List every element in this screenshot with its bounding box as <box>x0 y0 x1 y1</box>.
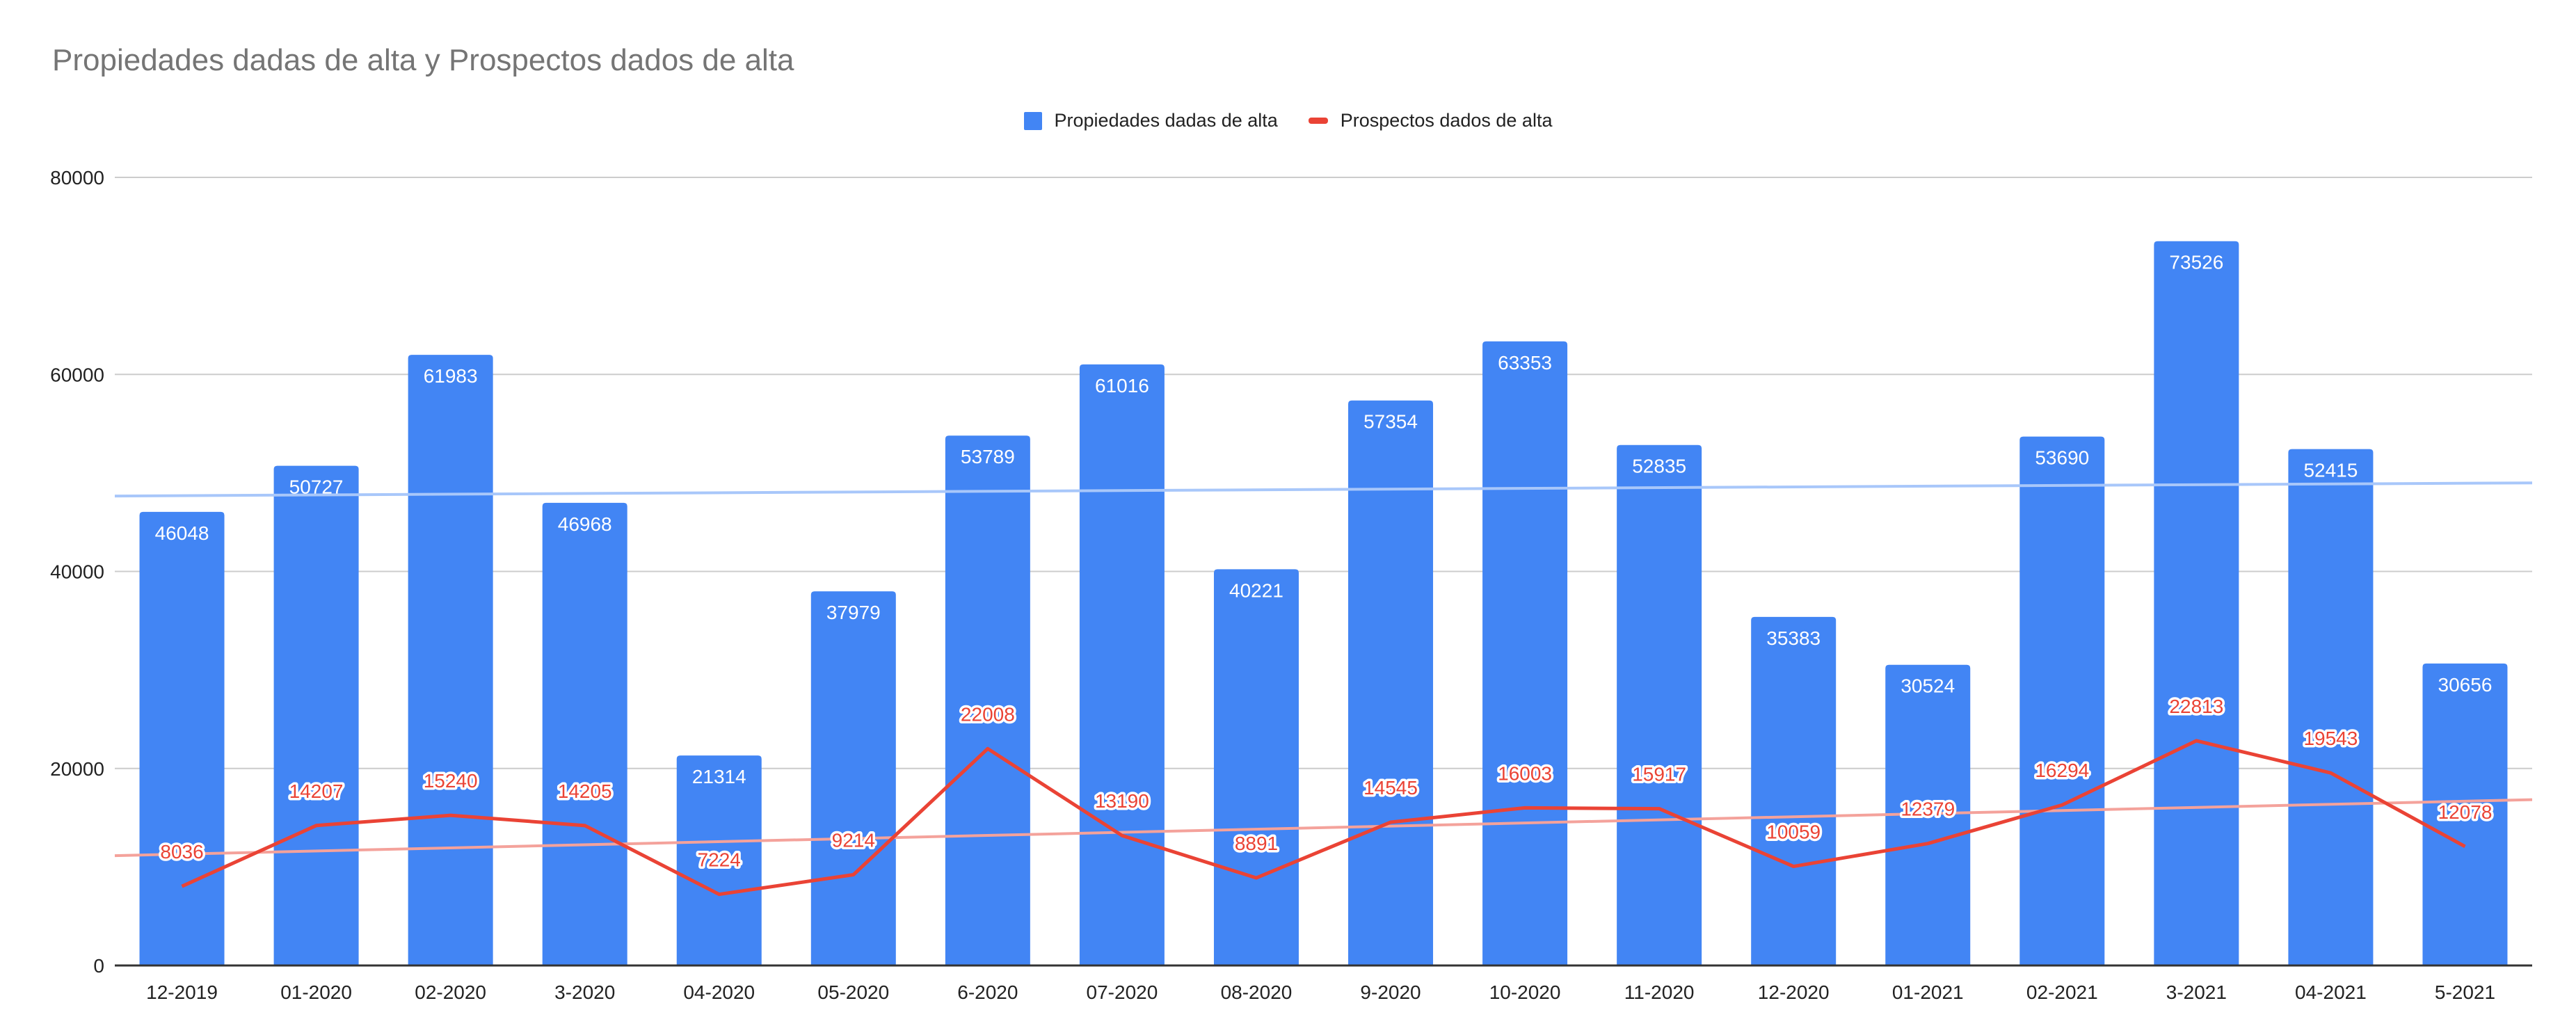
bar-data-label: 40221 <box>1229 579 1283 601</box>
line-data-label: 8891 <box>1235 833 1278 854</box>
line-data-label: 15240 <box>424 770 478 792</box>
bar-data-label: 37979 <box>826 602 881 623</box>
bar <box>1885 664 1971 965</box>
bar-data-label: 30524 <box>1901 675 1955 697</box>
legend-item-prospectos[interactable]: Prospectos dados de alta <box>1308 110 1553 131</box>
line-data-label: 8036 <box>160 841 203 863</box>
y-tick-label: 40000 <box>50 561 104 583</box>
chart-title: Propiedades dadas de alta y Prospectos d… <box>52 43 794 77</box>
bar-data-label: 46048 <box>155 522 209 544</box>
bar-data-label: 63353 <box>1498 352 1552 374</box>
x-tick-label: 12-2019 <box>146 981 218 1003</box>
bar <box>1213 569 1299 965</box>
line-data-label: 19543 <box>2303 728 2358 749</box>
x-tick-label: 02-2021 <box>2026 981 2098 1003</box>
bar <box>1348 400 1434 965</box>
x-tick-label: 5-2021 <box>2435 981 2495 1003</box>
bar <box>676 755 762 965</box>
x-tick-label: 05-2020 <box>817 981 889 1003</box>
bar-data-label: 61983 <box>424 365 478 387</box>
x-tick-label: 3-2020 <box>554 981 615 1003</box>
bar <box>2422 663 2508 965</box>
line-data-label: 16294 <box>2035 760 2089 781</box>
bar <box>2154 241 2239 966</box>
bar-data-label: 73526 <box>2169 252 2223 273</box>
x-tick-label: 04-2020 <box>683 981 755 1003</box>
x-tick-label: 10-2020 <box>1489 981 1561 1003</box>
bar-data-label: 52835 <box>1632 456 1686 477</box>
line-data-label: 12379 <box>1901 799 1955 820</box>
y-tick-label: 60000 <box>50 364 104 385</box>
chart-legend: Propiedades dadas de alta Prospectos dad… <box>0 110 2576 131</box>
bar-data-label: 21314 <box>692 766 746 787</box>
line-data-label: 14545 <box>1363 777 1418 799</box>
legend-swatch-prospectos <box>1308 118 1328 124</box>
line-data-label: 12078 <box>2438 801 2493 823</box>
line-data-label: 9214 <box>832 830 875 851</box>
y-tick-label: 0 <box>93 955 104 977</box>
bar <box>810 591 896 965</box>
trendline-propiedades <box>114 481 2533 498</box>
line-data-label: 7224 <box>698 849 741 871</box>
bar <box>1482 341 1568 965</box>
bar-data-label: 30656 <box>2438 674 2493 696</box>
bar-data-label: 35383 <box>1766 627 1821 649</box>
x-tick-label: 01-2020 <box>280 981 352 1003</box>
x-tick-label: 01-2021 <box>1892 981 1964 1003</box>
bar <box>542 502 627 965</box>
bar-data-label: 50727 <box>289 476 344 498</box>
x-tick-label: 3-2021 <box>2166 981 2227 1003</box>
x-tick-label: 12-2020 <box>1758 981 1830 1003</box>
line-data-label: 22008 <box>961 703 1015 725</box>
legend-item-propiedades[interactable]: Propiedades dadas de alta <box>1023 110 1278 131</box>
x-tick-label: 04-2021 <box>2295 981 2367 1003</box>
y-tick-label: 20000 <box>50 758 104 780</box>
bar <box>273 465 359 965</box>
legend-label-propiedades: Propiedades dadas de alta <box>1054 110 1278 131</box>
line-data-label: 14205 <box>558 780 612 802</box>
bar <box>139 511 225 965</box>
line-data-label: 16003 <box>1498 762 1552 784</box>
line-data-label: 22813 <box>2169 696 2223 717</box>
trendline-prospectos <box>114 798 2533 858</box>
bar-data-label: 52415 <box>2303 460 2358 481</box>
bar <box>2288 449 2374 965</box>
x-tick-label: 6-2020 <box>957 981 1018 1003</box>
x-tick-label: 02-2020 <box>415 981 486 1003</box>
line-data-label: 14207 <box>289 780 344 802</box>
x-tick-label: 08-2020 <box>1221 981 1293 1003</box>
legend-label-prospectos: Prospectos dados de alta <box>1340 110 1553 131</box>
bar <box>1751 616 1837 965</box>
bar <box>408 355 493 965</box>
line-series-prospectos <box>181 739 2466 897</box>
bar-data-label: 61016 <box>1095 375 1149 396</box>
bar <box>2019 436 2105 965</box>
bar-data-label: 53690 <box>2035 447 2089 469</box>
bar <box>1617 444 1702 965</box>
bar-data-label: 57354 <box>1363 411 1418 433</box>
bar-data-label: 53789 <box>961 446 1015 467</box>
y-tick-label: 80000 <box>50 167 104 189</box>
line-data-label: 13190 <box>1095 790 1149 812</box>
bar <box>1079 364 1165 965</box>
bar-data-label: 46968 <box>558 513 612 535</box>
line-data-label: 10059 <box>1766 821 1821 843</box>
line-data-label: 15917 <box>1632 764 1686 785</box>
x-tick-label: 11-2020 <box>1624 981 1695 1003</box>
x-tick-label: 9-2020 <box>1360 981 1421 1003</box>
legend-swatch-propiedades <box>1023 111 1042 130</box>
bar <box>945 435 1030 965</box>
x-tick-label: 07-2020 <box>1087 981 1158 1003</box>
